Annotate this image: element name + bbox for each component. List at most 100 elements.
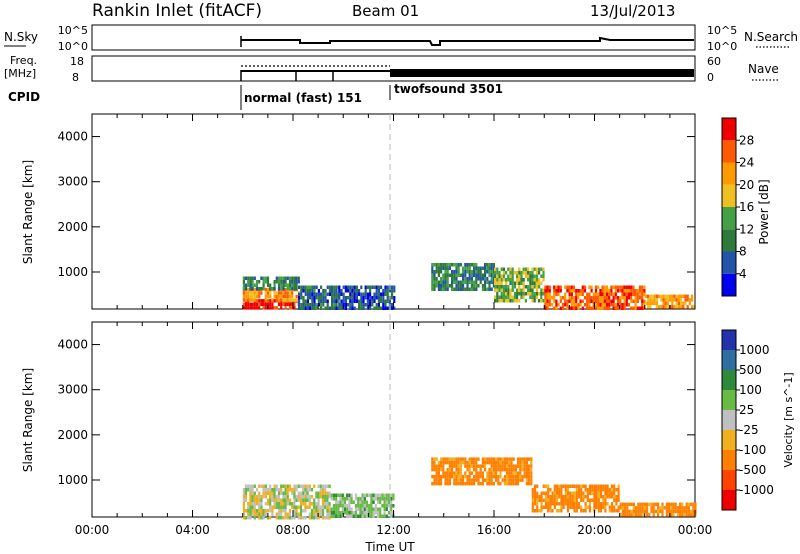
heatmap-cell: [293, 298, 296, 302]
heatmap-cell: [310, 509, 314, 513]
heatmap-cell: [577, 495, 581, 499]
heatmap-cell: [630, 285, 633, 289]
heatmap-cell: [619, 303, 622, 307]
heatmap-cell: [660, 298, 663, 302]
heatmap-cell: [464, 273, 467, 277]
heatmap-cell: [273, 287, 276, 291]
heatmap-cell: [376, 493, 380, 497]
heatmap-cell: [258, 302, 261, 307]
heatmap-cell: [340, 303, 343, 307]
heatmap-cell: [531, 502, 534, 506]
heatmap-cell: [354, 511, 358, 515]
heatmap-cell: [470, 280, 473, 284]
heatmap-cell: [387, 497, 391, 501]
heatmap-cell: [632, 306, 635, 310]
heatmap-cell: [647, 298, 650, 302]
heatmap-cell: [321, 516, 325, 520]
heatmap-cell: [533, 491, 537, 495]
heatmap-cell: [466, 460, 469, 465]
heatmap-cell: [509, 299, 512, 303]
heatmap-cell: [291, 502, 294, 506]
heatmap-cell: [431, 263, 434, 267]
heatmap-cell: [657, 513, 660, 517]
heatmap-cell: [473, 287, 476, 291]
heatmap-cell: [531, 285, 534, 289]
heatmap-cell: [457, 471, 460, 475]
heatmap-cell: [612, 299, 615, 303]
heatmap-cell: [464, 464, 467, 468]
heatmap-cell: [328, 505, 331, 509]
heatmap-cell: [379, 507, 382, 511]
heatmap-cell: [304, 484, 307, 488]
heatmap-cell: [544, 289, 547, 293]
heatmap-cell: [249, 276, 252, 280]
heatmap-cell: [682, 294, 685, 299]
heatmap-cell: [621, 506, 624, 510]
heatmap-cell: [575, 498, 578, 502]
heatmap-cell: [591, 488, 594, 492]
heatmap-cell: [492, 464, 495, 468]
heatmap-cell: [293, 287, 296, 291]
heatmap-cell: [499, 481, 502, 486]
heatmap-cell: [339, 500, 342, 504]
heatmap-cell: [355, 289, 358, 293]
heatmap-cell: [647, 294, 650, 299]
heatmap-cell: [244, 287, 248, 291]
heatmap-cell: [553, 502, 556, 506]
heatmap-cell: [328, 491, 331, 495]
heatmap-cell: [295, 512, 298, 516]
heatmap-cell: [302, 509, 305, 513]
heatmap-cell: [264, 298, 267, 302]
heatmap-cell: [575, 495, 578, 499]
heatmap-cell: [255, 280, 259, 284]
heatmap-cell: [488, 481, 491, 486]
heatmap-cell: [481, 471, 484, 475]
colorbar-tick-label: -25: [739, 423, 759, 437]
heatmap-cell: [580, 495, 583, 499]
heatmap-cell: [538, 509, 541, 513]
heatmap-cell: [282, 495, 285, 499]
heatmap-cell: [530, 460, 533, 465]
heatmap-cell: [659, 509, 662, 514]
heatmap-cell: [251, 495, 254, 499]
heatmap-cell: [553, 292, 556, 296]
heatmap-cell: [361, 497, 364, 501]
heatmap-cell: [517, 474, 520, 479]
heatmap-cell: [542, 267, 545, 271]
heatmap-cell: [242, 302, 245, 307]
heatmap-cell: [575, 303, 578, 307]
heatmap-cell: [277, 283, 281, 287]
heatmap-cell: [298, 303, 301, 307]
heatmap-cell: [326, 285, 329, 289]
heatmap-cell: [444, 471, 447, 475]
heatmap-cell: [282, 302, 285, 307]
heatmap-cell: [533, 281, 536, 285]
heatmap-cell: [497, 474, 500, 479]
heatmap-cell: [349, 299, 352, 303]
heatmap-cell: [512, 457, 515, 461]
heatmap-cell: [442, 464, 445, 468]
heatmap-cell: [488, 471, 491, 475]
heatmap-cell: [597, 285, 600, 289]
heatmap-cell: [559, 306, 562, 310]
heatmap-cell: [393, 285, 396, 289]
heatmap-cell: [386, 289, 389, 293]
heatmap-cell: [683, 506, 686, 510]
heatmap-cell: [560, 502, 563, 506]
colorbar-tick-label: 1000: [739, 343, 770, 357]
heatmap-cell: [614, 289, 617, 293]
heatmap-cell: [572, 289, 576, 293]
heatmap-cell: [531, 488, 534, 492]
heatmap-cell: [604, 509, 607, 513]
heatmap-cell: [376, 497, 380, 501]
heatmap-cell: [523, 474, 526, 479]
heatmap-cell: [271, 512, 274, 516]
heatmap-cell: [451, 277, 454, 281]
heatmap-cell: [547, 505, 550, 509]
heatmap-cell: [679, 506, 682, 510]
heatmap-cell: [384, 292, 387, 296]
heatmap-cell: [544, 299, 547, 303]
heatmap-cell: [636, 296, 639, 300]
heatmap-cell: [643, 299, 646, 303]
heatmap-cell: [601, 306, 604, 310]
